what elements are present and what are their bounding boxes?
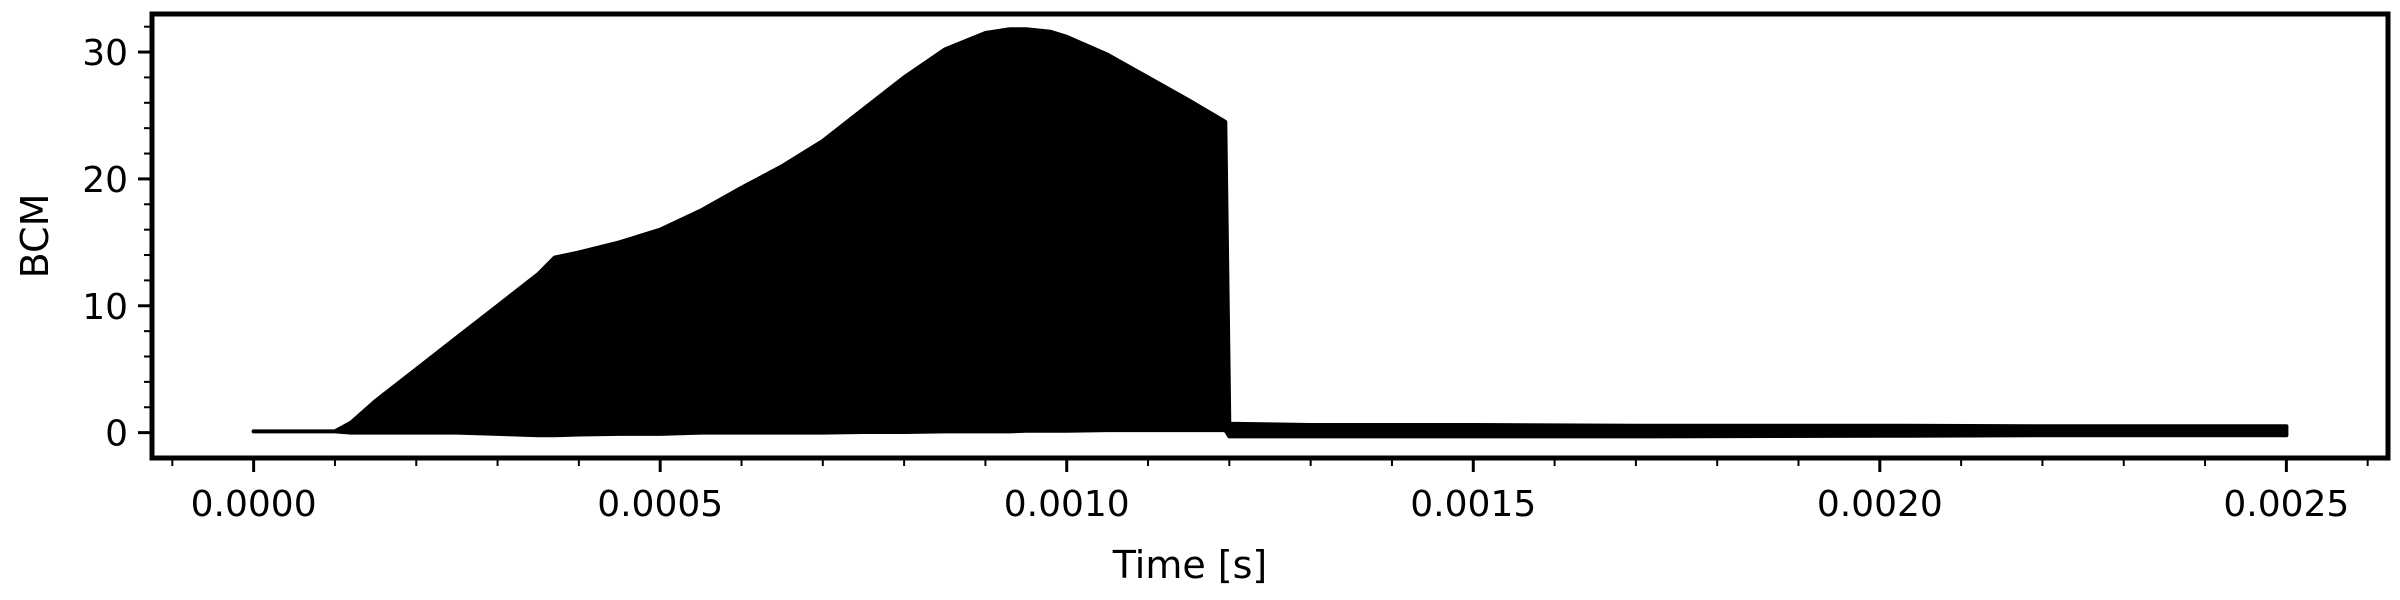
plot-frame [149,11,2391,461]
x-tick-label: 0.0005 [597,484,723,525]
x-tick-label: 0.0010 [1004,484,1130,525]
y-tick-label: 0 [105,414,128,455]
x-tick-label: 0.0015 [1410,484,1536,525]
series-envelope-0 [251,27,2289,439]
x-axis-label: Time [s] [1112,543,1268,587]
y-tick-label: 10 [82,287,128,328]
x-tick-label: 0.0025 [2223,484,2349,525]
y-axis-label: BCM [13,194,57,279]
x-tick-label: 0.0020 [1817,484,1943,525]
y-tick-label: 20 [82,160,128,201]
y-tick-label: 30 [82,33,128,74]
x-tick-label: 0.0000 [191,484,317,525]
